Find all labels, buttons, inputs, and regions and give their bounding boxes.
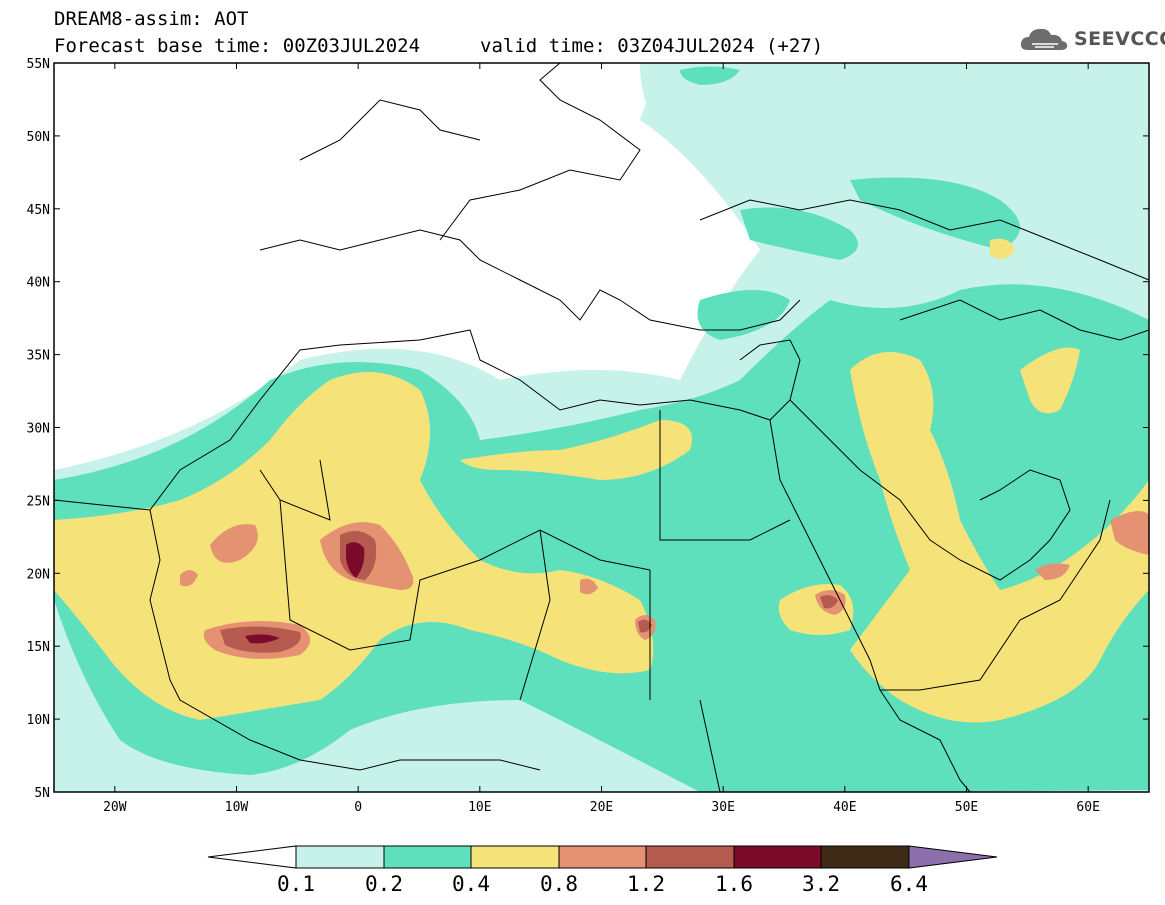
colorbar-label: 0.2: [365, 872, 403, 896]
lon-tick-label: 50E: [955, 800, 978, 815]
colorbar-box-4: [558, 845, 647, 869]
lat-tick-label: 55N: [27, 57, 50, 72]
lat-tick-label: 45N: [27, 203, 50, 218]
lat-tick-label: 40N: [27, 276, 50, 291]
lon-tick-label: 0: [354, 800, 362, 815]
lon-tick-label: 40E: [833, 800, 856, 815]
lon-tick-label: 20W: [103, 800, 127, 815]
colorbar: 0.1 0.2 0.4 0.8 1.2 1.6 3.2 6.4: [207, 845, 998, 896]
coastlines: [54, 63, 1149, 792]
lat-tick-label: 30N: [27, 422, 50, 437]
longitude-axis: 20W 10W 0 10E 20E 30E 40E 50E 60E: [103, 63, 1100, 815]
latitude-axis: 5N 10N 15N 20N 25N 30N 35N 40N 45N 50N 55N: [27, 57, 1149, 801]
aot-field: [54, 63, 1149, 792]
colorbar-box-7: [820, 845, 910, 869]
lat-tick-label: 50N: [27, 130, 50, 145]
colorbar-label: 3.2: [802, 872, 840, 896]
lat-tick-label: 10N: [27, 713, 50, 728]
colorbar-box-6: [733, 845, 822, 869]
title-product: DREAM8-assim: AOT: [54, 8, 249, 30]
colorbar-low-triangle: [207, 845, 297, 869]
colorbar-box-3: [470, 845, 560, 869]
cloud-logo-icon: [1020, 28, 1068, 50]
lon-tick-label: 20E: [590, 800, 613, 815]
lon-tick-label: 30E: [711, 800, 734, 815]
lat-tick-label: 15N: [27, 640, 50, 655]
title-base-time: Forecast base time: 00Z03JUL2024: [54, 35, 421, 57]
seevccc-logo: SEEVCCC: [1018, 24, 1165, 54]
lat-tick-label: 5N: [34, 786, 50, 801]
lon-tick-label: 10W: [225, 800, 249, 815]
lon-tick-label: 60E: [1076, 800, 1099, 815]
colorbar-label: 0.8: [540, 872, 578, 896]
logo-text: SEEVCCC: [1074, 28, 1165, 50]
colorbar-high-triangle: [908, 845, 998, 869]
colorbar-label: 6.4: [890, 872, 928, 896]
colorbar-label: 1.6: [715, 872, 753, 896]
colorbar-box-1: [295, 845, 385, 869]
colorbar-label: 1.2: [627, 872, 665, 896]
lat-tick-label: 35N: [27, 349, 50, 364]
colorbar-label: 0.4: [452, 872, 490, 896]
title-valid-time: valid time: 03Z04JUL2024 (+27): [480, 35, 824, 57]
colorbar-box-5: [645, 845, 735, 869]
colorbar-box-2: [383, 845, 472, 869]
lat-tick-label: 20N: [27, 567, 50, 582]
lat-tick-label: 25N: [27, 494, 50, 509]
lon-tick-label: 10E: [468, 800, 491, 815]
colorbar-label: 0.1: [277, 872, 315, 896]
